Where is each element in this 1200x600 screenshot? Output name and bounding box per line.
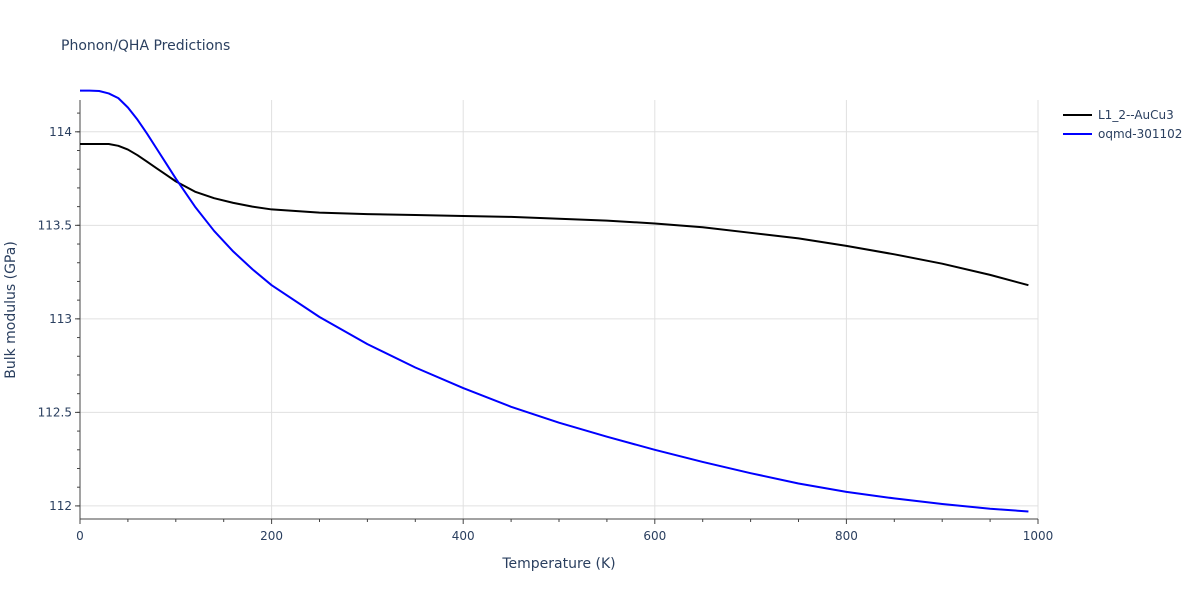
y-axis-title: Bulk modulus (GPa) (3, 241, 19, 379)
x-tick-label: 600 (643, 529, 666, 543)
y-tick-label: 113 (49, 312, 72, 326)
x-tick-label: 200 (260, 529, 283, 543)
y-tick-label: 113.5 (38, 218, 72, 232)
legend-item[interactable]: L1_2--AuCu3 (1063, 108, 1174, 122)
x-axis-title: Temperature (K) (501, 556, 615, 572)
y-tick-label: 112 (49, 499, 72, 513)
y-tick-label: 112.5 (38, 405, 72, 419)
series-line-L1_2--AuCu3 (80, 142, 1029, 287)
series-layer (80, 89, 1029, 513)
grid (80, 100, 1039, 519)
legend-label: L1_2--AuCu3 (1098, 108, 1174, 122)
x-tick-label: 1000 (1023, 529, 1054, 543)
legend-item[interactable]: oqmd-301102 (1063, 127, 1182, 141)
y-tick-label: 114 (49, 125, 72, 139)
x-tick-label: 400 (452, 529, 475, 543)
chart-title: Phonon/QHA Predictions (61, 38, 230, 54)
y-tick-labels: 112 112.5 113 113.5 114 (38, 125, 72, 513)
y-axis (75, 100, 81, 519)
legend[interactable]: L1_2--AuCu3 oqmd-301102 (1063, 108, 1182, 141)
x-tick-labels: 0 200 400 600 800 1000 (76, 529, 1053, 543)
x-axis (79, 518, 1039, 524)
x-tick-label: 800 (835, 529, 858, 543)
series-line-oqmd-301102 (80, 89, 1029, 513)
x-tick-label: 0 (76, 529, 84, 543)
legend-label: oqmd-301102 (1098, 127, 1182, 141)
